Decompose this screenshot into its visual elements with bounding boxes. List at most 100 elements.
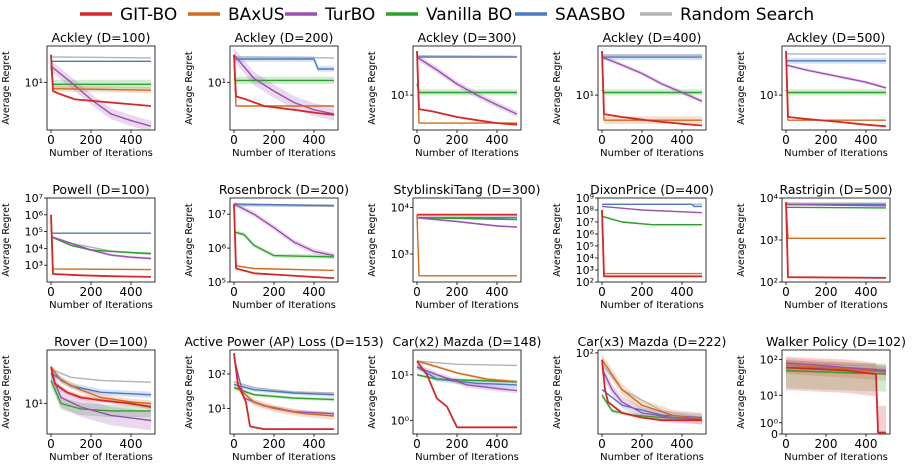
series-line-saasbo bbox=[234, 58, 334, 70]
series-line-git-bo bbox=[233, 203, 335, 279]
series-line-git-bo bbox=[785, 202, 887, 279]
x-axis-label: Number of Iterations bbox=[600, 452, 704, 463]
x-tick-label: 0 bbox=[413, 133, 421, 147]
x-tick-label: 0 bbox=[413, 437, 421, 451]
y-tick-label: 10³ bbox=[391, 248, 409, 261]
series-line-vanilla-bo bbox=[50, 236, 152, 255]
chart-panel-rover-d-100: 0 200 400 10¹ Rover (D=100) Number of Iterati… bbox=[1, 334, 156, 463]
y-tick-label: 10¹ bbox=[25, 398, 43, 411]
axes-frame bbox=[412, 349, 522, 435]
y-tick-label: 10¹ bbox=[391, 369, 409, 382]
x-tick-label: 200 bbox=[80, 285, 103, 299]
band-turbo bbox=[51, 235, 151, 260]
y-axis-label: Average Regret bbox=[1, 355, 12, 429]
series-line-baxus bbox=[785, 364, 887, 373]
x-tick-label: 400 bbox=[303, 437, 326, 451]
y-tick-label: 10³ bbox=[25, 259, 43, 272]
chart-title: Car(x2) Mazda (D=148) bbox=[393, 334, 542, 349]
band-turbo bbox=[234, 201, 334, 259]
x-axis-label: Number of Iterations bbox=[784, 148, 888, 159]
y-tick-label: 10³ bbox=[760, 234, 778, 247]
axes-frame bbox=[229, 197, 339, 283]
legend-label-git-bo: GIT-BO bbox=[120, 5, 177, 25]
x-axis-label: Number of Iterations bbox=[415, 148, 519, 159]
series-line-git-bo bbox=[50, 366, 152, 408]
x-tick-label: 200 bbox=[631, 285, 654, 299]
series-line-turbo bbox=[50, 65, 152, 127]
series-line-turbo bbox=[50, 372, 152, 422]
x-tick-label: 0 bbox=[598, 285, 606, 299]
y-tick-label: 10³ bbox=[576, 264, 594, 277]
y-tick-label: 10² bbox=[760, 276, 778, 289]
series-line-baxus bbox=[416, 360, 518, 383]
chart-panel-car-x2-mazda-d-148: 0 200 400 10⁰ 10¹ Car(x2) Mazda (D=148) Number… bbox=[367, 334, 541, 463]
y-tick-label: 10² bbox=[208, 368, 226, 381]
series-line-git-bo bbox=[50, 214, 152, 278]
x-axis-label: Number of Iterations bbox=[784, 300, 888, 311]
band-vanilla-bo bbox=[417, 80, 517, 96]
axes-frame bbox=[229, 349, 339, 435]
x-axis-label: Number of Iterations bbox=[784, 452, 888, 463]
chart-panel-ackley-d-400: 0 200 400 10¹ Ackley (D=400) Number of Iterat… bbox=[552, 30, 707, 159]
y-tick-label: 10¹ bbox=[576, 89, 594, 102]
series-line-random-search bbox=[233, 381, 335, 394]
chart-title: Ackley (D=300) bbox=[418, 30, 517, 45]
series-line-turbo bbox=[50, 236, 152, 260]
chart-panel-powell-d-100: 0 200 400 10³ 10⁴ 10⁵ 10⁶ 10⁷ Powell (D=100) Numb… bbox=[1, 182, 156, 311]
series-line-random-search bbox=[50, 368, 152, 383]
series-line-saasbo bbox=[233, 383, 335, 396]
x-tick-label: 400 bbox=[671, 133, 694, 147]
legend-label-turbo: TurBO bbox=[324, 5, 375, 25]
band-saasbo bbox=[51, 369, 151, 398]
y-tick-label: 10⁵ bbox=[208, 276, 226, 289]
axes-frame bbox=[46, 45, 156, 131]
chart-title: Active Power (AP) Loss (D=153) bbox=[184, 334, 383, 349]
series-line-random-search bbox=[416, 360, 518, 367]
series-line-vanilla-bo bbox=[50, 380, 151, 412]
y-axis-label: Average Regret bbox=[184, 355, 195, 429]
x-tick-label: 0 bbox=[782, 437, 790, 451]
series-line-git-bo bbox=[416, 360, 517, 429]
x-tick-label: 400 bbox=[303, 285, 326, 299]
series-line-random-search bbox=[416, 55, 518, 58]
x-axis-label: Number of Iterations bbox=[232, 148, 336, 159]
x-tick-label: 0 bbox=[782, 133, 790, 147]
chart-title: Ackley (D=100) bbox=[52, 30, 151, 45]
chart-panel-ackley-d-200: 0 200 400 10¹ Ackley (D=200) Number of Iterat… bbox=[184, 30, 339, 159]
series-line-random-search bbox=[50, 56, 152, 59]
x-tick-label: 0 bbox=[413, 285, 421, 299]
x-tick-label: 200 bbox=[263, 285, 286, 299]
y-axis-label: Average Regret bbox=[367, 51, 378, 125]
series-line-saasbo bbox=[602, 203, 702, 208]
series-line-baxus bbox=[50, 366, 152, 405]
band-vanilla-bo bbox=[602, 87, 702, 96]
chart-panel-ackley-d-100: 0 200 400 10¹ Ackley (D=100) Number of Iterat… bbox=[1, 30, 156, 159]
y-tick-label: 10¹ bbox=[760, 389, 778, 402]
x-axis-label: Number of Iterations bbox=[600, 148, 704, 159]
chart-panel-styblinskitang-d-300: 0 200 400 10³ 10⁴ StyblinskiTang (D=300) Numbe… bbox=[367, 182, 541, 311]
series-line-git-bo bbox=[601, 359, 702, 422]
y-tick-label: 10⁶ bbox=[576, 228, 595, 241]
y-axis-label: Average Regret bbox=[552, 51, 563, 125]
series-line-git-bo bbox=[50, 54, 152, 107]
series-line-random-search bbox=[785, 364, 887, 369]
legend-label-vanilla-bo: Vanilla BO bbox=[426, 5, 512, 25]
band-saasbo bbox=[234, 56, 334, 72]
band-turbo bbox=[51, 364, 151, 431]
band-turbo bbox=[417, 364, 517, 394]
series-line-git-bo bbox=[233, 353, 334, 431]
y-axis-label: Average Regret bbox=[736, 355, 747, 429]
y-tick-label: 10⁶ bbox=[208, 242, 227, 255]
axes-frame bbox=[781, 197, 891, 283]
x-axis-label: Number of Iterations bbox=[49, 300, 153, 311]
y-tick-label: 10² bbox=[760, 353, 778, 366]
x-tick-label: 0 bbox=[47, 285, 55, 299]
y-tick-label: 10¹ bbox=[208, 402, 226, 415]
x-tick-label: 0 bbox=[230, 285, 238, 299]
band-turbo bbox=[417, 54, 517, 118]
series-line-baxus bbox=[233, 353, 335, 417]
axes-frame bbox=[781, 349, 891, 435]
y-tick-label: 10⁰ bbox=[760, 417, 779, 430]
